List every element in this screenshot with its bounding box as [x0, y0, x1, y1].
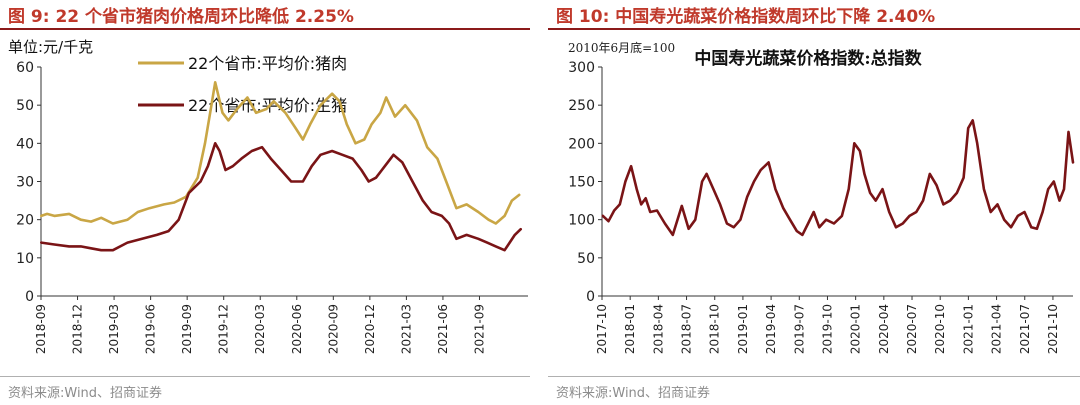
pork-chart-series — [39, 81, 523, 252]
pork-chart-axes: 0 10 20 30 40 50 60 2018-09 2018-12 2019-03 2019-0… — [16, 60, 528, 354]
pork-chart-legend: 22个省市:平均价:猪肉 22个省市:平均价:生猪 — [138, 54, 347, 115]
y-tick-label: 100 — [568, 213, 595, 229]
figure-9: 图 9: 22 个省市猪肉价格周环比降低 2.25% 单位:元/千克 22个省市… — [0, 0, 530, 405]
y-tick-label: 40 — [16, 136, 34, 152]
x-tick-label: 2019-10 — [820, 304, 834, 354]
x-tick-label: 2018-10 — [708, 304, 722, 354]
x-tick-label: 2019-06 — [144, 304, 158, 354]
x-tick-label: 2017-10 — [595, 304, 609, 354]
x-tick-label: 2018-09 — [34, 304, 48, 354]
x-tick-label: 2020-12 — [363, 304, 377, 354]
x-tick-label: 2020-01 — [849, 304, 863, 354]
figure-10-title-rule — [548, 28, 1080, 30]
x-tick-label: 2021-07 — [1018, 304, 1032, 354]
figure-9-source: 资料来源:Wind、招商证券 — [8, 386, 163, 401]
x-tick-label: 2021-09 — [472, 304, 486, 354]
x-tick-label: 2021-03 — [399, 304, 413, 354]
unit-label: 单位:元/千克 — [8, 38, 93, 56]
chart-title: 中国寿光蔬菜价格指数:总指数 — [694, 48, 922, 69]
pork-price-chart: 单位:元/千克 22个省市:平均价:猪肉 22个省市:平均价:生猪 0 10 20 30… — [8, 38, 528, 354]
x-tick-label: 2018-01 — [623, 304, 637, 354]
x-tick-label: 2018-04 — [651, 304, 665, 354]
vegetable-chart-series — [601, 119, 1075, 237]
legend-label-0: 22个省市:平均价:猪肉 — [188, 54, 347, 73]
x-tick-label: 2019-04 — [764, 304, 778, 354]
y-tick-label: 0 — [586, 289, 595, 305]
x-tick-label: 2020-10 — [933, 304, 947, 354]
x-tick-label: 2021-01 — [961, 304, 975, 354]
x-tick-label: 2020-07 — [905, 304, 919, 354]
figure-10-source: 资料来源:Wind、招商证券 — [556, 386, 711, 401]
x-tick-label: 2018-07 — [680, 304, 694, 354]
series-line-0 — [601, 119, 1075, 237]
x-tick-label: 2019-12 — [217, 304, 231, 354]
x-tick-label: 2020-03 — [253, 304, 267, 354]
figure-10: 图 10: 中国寿光蔬菜价格指数周环比下降 2.40% 2010年6月底=100… — [548, 0, 1080, 405]
y-tick-label: 50 — [16, 98, 34, 114]
y-tick-label: 250 — [568, 98, 595, 114]
y-tick-label: 20 — [16, 213, 34, 229]
series-line-0 — [39, 81, 521, 225]
x-tick-label: 2019-01 — [736, 304, 750, 354]
x-tick-label: 2021-04 — [990, 304, 1004, 354]
x-tick-label: 2019-07 — [792, 304, 806, 354]
figure-9-title-rule — [0, 28, 530, 30]
figure-10-title: 图 10: 中国寿光蔬菜价格指数周环比下降 2.40% — [556, 7, 936, 27]
x-tick-label: 2020-04 — [877, 304, 891, 354]
x-tick-label: 2019-03 — [107, 304, 121, 354]
y-tick-label: 10 — [16, 251, 34, 267]
legend-label-1: 22个省市:平均价:生猪 — [188, 96, 347, 115]
x-tick-label: 2020-06 — [290, 304, 304, 354]
figure-9-source-rule — [0, 376, 530, 377]
y-tick-label: 0 — [25, 289, 34, 305]
index-base-note: 2010年6月底=100 — [568, 40, 675, 55]
x-tick-label: 2019-09 — [180, 304, 194, 354]
series-line-1 — [39, 142, 523, 252]
x-tick-label: 2021-06 — [436, 304, 450, 354]
vegetable-index-chart: 2010年6月底=100 中国寿光蔬菜价格指数:总指数 0 50 100 150 200… — [568, 40, 1075, 354]
y-tick-label: 200 — [568, 136, 595, 152]
y-tick-label: 60 — [16, 60, 34, 76]
y-tick-label: 300 — [568, 60, 595, 76]
x-tick-label: 2018-12 — [71, 304, 85, 354]
y-tick-label: 50 — [577, 251, 595, 267]
y-tick-label: 30 — [16, 175, 34, 191]
figure-9-title: 图 9: 22 个省市猪肉价格周环比降低 2.25% — [8, 7, 354, 27]
figure-10-source-rule — [548, 376, 1080, 377]
x-tick-label: 2021-10 — [1046, 304, 1060, 354]
y-tick-label: 150 — [568, 175, 595, 191]
vegetable-chart-axes: 0 50 100 150 200 250 300 2017-10 2018-01 2018-04 2… — [568, 60, 1073, 354]
x-tick-label: 2020-09 — [326, 304, 340, 354]
